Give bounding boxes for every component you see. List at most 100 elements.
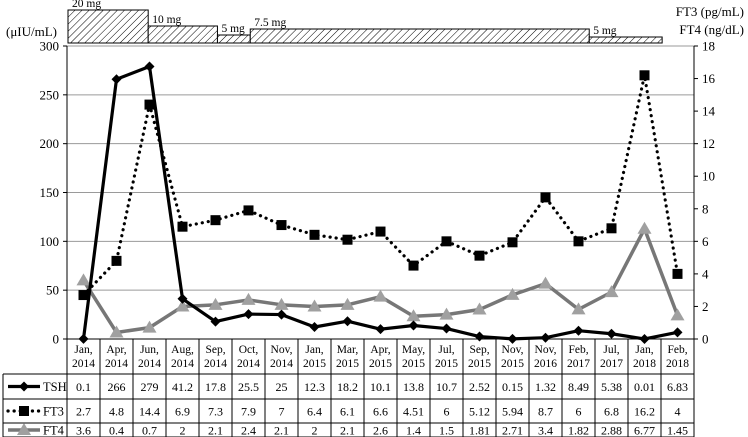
data-label-ft4-14: 3.4 (538, 424, 553, 437)
point-tsh-18 (672, 327, 683, 338)
data-label-ft3-16: 6.8 (604, 405, 619, 419)
dose-label-3: 7.5 mg (254, 17, 286, 29)
category-label-17-line-2: 2018 (633, 358, 656, 370)
point-ft4-5 (241, 292, 256, 305)
data-label-tsh-16: 5.38 (601, 380, 622, 394)
gridlines (67, 45, 694, 340)
series-line-ft4 (82, 227, 680, 335)
category-label-5-line-1: Oct, (239, 344, 259, 356)
point-ft4-0 (76, 273, 91, 286)
right-tick-8: 16 (702, 71, 716, 86)
data-label-ft3-2: 14.4 (139, 405, 160, 419)
data-label-ft4-8: 2.1 (340, 424, 355, 437)
category-label-7-line-2: 2015 (303, 358, 326, 370)
point-ft3-6 (276, 220, 287, 231)
series-line-ft3 (81, 73, 680, 297)
category-label-16-line-1: Jul, (603, 344, 619, 356)
legend-marker-ft3 (19, 406, 29, 416)
data-label-ft3-17: 16.2 (634, 405, 655, 419)
point-ft4-13 (505, 287, 520, 300)
category-label-3-line-1: Aug, (171, 344, 194, 356)
category-label-1-line-1: Apr, (106, 344, 126, 356)
point-ft4-4 (208, 297, 223, 310)
data-label-ft4-15: 1.82 (568, 424, 589, 437)
point-ft4-11 (439, 307, 454, 320)
point-ft4-9 (373, 289, 388, 302)
left-tick-4: 200 (40, 136, 60, 151)
data-label-ft4-1: 0.4 (109, 424, 124, 437)
data-label-ft4-10: 1.4 (406, 424, 421, 437)
point-ft4-2 (142, 320, 157, 333)
data-label-tsh-15: 8.49 (568, 380, 589, 394)
dose-label-0: 20 mg (72, 0, 101, 10)
point-ft3-9 (375, 226, 386, 237)
data-label-tsh-12: 2.52 (469, 380, 490, 394)
point-ft4-12 (472, 302, 487, 315)
point-ft3-0 (78, 290, 89, 301)
category-label-4-line-2: 2014 (204, 358, 227, 370)
right-tick-5: 10 (702, 169, 715, 184)
data-label-ft4-9: 2.6 (373, 424, 388, 437)
point-ft3-12 (474, 250, 485, 261)
point-ft3-1 (111, 255, 122, 266)
data-label-tsh-14: 1.32 (535, 380, 556, 394)
data-label-tsh-6: 25 (276, 380, 288, 394)
left-axis-label: (μIU/mL) (6, 24, 57, 39)
point-ft3-11 (441, 236, 452, 247)
dose-segment-3 (249, 28, 590, 44)
point-tsh-16 (606, 328, 617, 339)
legend-name-tsh: TSH (43, 380, 67, 394)
right-tick-9: 18 (702, 39, 715, 54)
data-label-ft4-0: 3.6 (76, 424, 91, 437)
point-ft4-18 (670, 308, 685, 321)
category-label-8-line-2: 2015 (336, 358, 359, 370)
left-tick-6: 300 (40, 39, 60, 54)
data-label-ft4-18: 1.45 (667, 424, 688, 437)
category-label-6-line-2: 2014 (270, 358, 293, 370)
point-tsh-1 (111, 74, 122, 85)
category-label-4-line-1: Sep, (205, 344, 225, 356)
category-label-13-line-2: 2015 (501, 358, 524, 370)
data-label-ft4-13: 2.71 (502, 424, 523, 437)
category-label-18-line-2: 2018 (666, 358, 689, 370)
category-label-14-line-2: 2016 (534, 358, 557, 370)
point-ft3-10 (408, 260, 419, 271)
data-label-ft3-1: 4.8 (109, 405, 124, 419)
point-ft4-15 (571, 302, 586, 315)
data-label-tsh-2: 279 (141, 380, 159, 394)
data-label-ft4-2: 0.7 (142, 424, 157, 437)
data-label-tsh-13: 0.15 (502, 380, 523, 394)
category-label-17-line-1: Jan, (635, 344, 653, 356)
data-label-ft4-16: 2.88 (601, 424, 622, 437)
category-label-1-line-2: 2014 (105, 358, 128, 370)
data-label-ft4-11: 1.5 (439, 424, 454, 437)
right-tick-7: 14 (702, 104, 716, 119)
point-tsh-6 (276, 309, 287, 320)
data-label-tsh-1: 266 (108, 380, 126, 394)
dose-label-1: 10 mg (152, 14, 181, 26)
data-label-ft4-3: 2 (180, 424, 186, 437)
category-label-3-line-2: 2014 (171, 358, 194, 370)
category-label-7-line-1: Jan, (305, 344, 323, 356)
data-label-ft3-6: 7 (279, 405, 285, 419)
data-label-ft3-15: 6 (576, 405, 582, 419)
data-label-ft4-7: 2 (312, 424, 318, 437)
data-label-tsh-4: 17.8 (205, 380, 226, 394)
dose-segment-0 (67, 9, 149, 44)
category-label-16-line-2: 2017 (600, 358, 623, 370)
category-label-18-line-1: Feb, (667, 344, 687, 356)
point-ft3-8 (342, 234, 353, 245)
right-tick-1: 2 (702, 299, 709, 314)
category-label-0-line-1: Jan, (74, 344, 92, 356)
left-tick-5: 250 (40, 87, 60, 102)
legend-marker-tsh (19, 381, 29, 392)
point-ft4-6 (274, 297, 289, 310)
right-tick-3: 6 (702, 234, 709, 249)
right-axis-label-line-2: FT4 (ng/dL) (679, 22, 744, 37)
category-label-13-line-1: Nov, (502, 344, 524, 356)
point-ft3-15 (573, 236, 584, 247)
legend-name-ft3: FT3 (43, 405, 64, 419)
data-label-tsh-10: 13.8 (403, 380, 424, 394)
point-tsh-9 (375, 324, 386, 335)
category-label-5-line-2: 2014 (237, 358, 260, 370)
